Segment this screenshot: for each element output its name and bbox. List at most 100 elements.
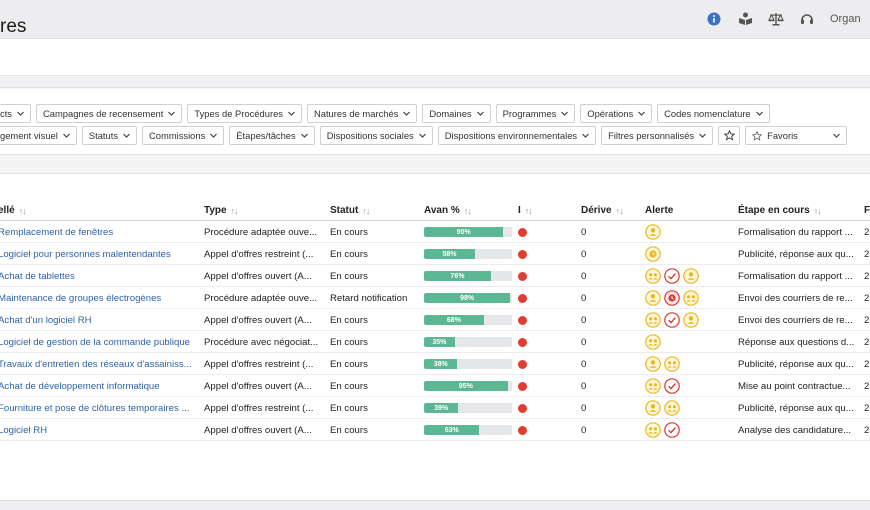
headset-icon[interactable] bbox=[799, 11, 815, 27]
chevron-down-icon bbox=[402, 109, 411, 118]
user-yellow-alert-icon[interactable] bbox=[645, 290, 661, 306]
progress-fill bbox=[424, 425, 480, 435]
procedure-link[interactable]: Maintenance de groupes électrogènes bbox=[0, 292, 162, 304]
group-yellow-alert-icon[interactable] bbox=[645, 378, 661, 394]
balance-scale-icon[interactable] bbox=[768, 11, 784, 27]
progress-fill bbox=[424, 403, 459, 413]
sort-icon[interactable]: ↑↓ bbox=[524, 205, 533, 216]
sort-icon[interactable]: ↑↓ bbox=[230, 205, 239, 216]
procedure-status: En cours bbox=[330, 380, 368, 392]
filter-objects[interactable]: cts bbox=[0, 104, 31, 123]
procedure-type: Appel d'offres restreint (... bbox=[204, 402, 314, 414]
group-yellow-alert-icon[interactable] bbox=[645, 312, 661, 328]
sort-icon[interactable]: ↑↓ bbox=[463, 205, 472, 216]
user-yellow-alert-icon[interactable] bbox=[645, 400, 661, 416]
col-header-type[interactable]: Type ↑↓ bbox=[204, 205, 239, 216]
filter-dispositions-environnementales[interactable]: Dispositions environnementales bbox=[437, 126, 597, 145]
table-row[interactable]: Achat de développement informatique Appel… bbox=[0, 375, 870, 397]
table-row[interactable]: Logiciel de gestion de la commande publi… bbox=[0, 331, 870, 353]
filter-campagnes[interactable]: Campagnes de recensement bbox=[35, 104, 183, 123]
procedure-link[interactable]: Achat d'un logiciel RH bbox=[0, 314, 92, 326]
sort-icon[interactable]: ↑↓ bbox=[813, 205, 822, 216]
table-row[interactable]: Achat d'un logiciel RH Appel d'offres ouv… bbox=[0, 309, 870, 331]
user-yellow-alert-icon[interactable] bbox=[683, 312, 699, 328]
procedure-link[interactable]: Achat de développement informatique bbox=[0, 380, 160, 392]
star-icon bbox=[752, 130, 763, 141]
chevron-down-icon bbox=[698, 131, 707, 140]
procedure-link[interactable]: Achat de tablettes bbox=[0, 270, 75, 282]
filter-programmes[interactable]: Programmes bbox=[495, 104, 576, 123]
procedure-link[interactable]: Logiciel RH bbox=[0, 424, 48, 436]
filter-types-procedures[interactable]: Types de Procédures bbox=[187, 104, 302, 123]
sort-icon[interactable]: ↑↓ bbox=[18, 205, 27, 216]
separator-band bbox=[0, 76, 870, 88]
col-header-derive[interactable]: Dérive ↑↓ bbox=[581, 205, 624, 216]
group-yellow-alert-icon[interactable] bbox=[664, 356, 680, 372]
check-red-alert-icon[interactable] bbox=[664, 312, 680, 328]
check-red-alert-icon[interactable] bbox=[664, 422, 680, 438]
filter-operations[interactable]: Opérations bbox=[580, 104, 653, 123]
filter-filtres-personnalises[interactable]: Filtres personnalisés bbox=[601, 126, 714, 145]
clock-yellow-alert-icon[interactable] bbox=[645, 246, 661, 262]
f-value: 2 bbox=[864, 402, 870, 414]
sort-icon[interactable]: ↑↓ bbox=[615, 205, 624, 216]
alert-icons bbox=[645, 397, 721, 419]
filter-statuts[interactable]: Statuts bbox=[81, 126, 138, 145]
table-row[interactable]: Fourniture et pose de clôtures temporair… bbox=[0, 397, 870, 419]
procedure-link[interactable]: Logiciel pour personnes malentendantes bbox=[0, 248, 171, 260]
col-header-statut[interactable]: Statut ↑↓ bbox=[330, 205, 370, 216]
col-header-avancement[interactable]: Avan % ↑↓ bbox=[424, 205, 472, 216]
filter-row-2: gement visuel Statuts Commissions Étapes… bbox=[0, 126, 852, 145]
favoris-dropdown[interactable]: Favoris bbox=[745, 126, 848, 145]
group-yellow-alert-icon[interactable] bbox=[645, 334, 661, 350]
top-bar: res Organ bbox=[0, 0, 870, 39]
table-row[interactable]: Travaux d'entretien des réseaux d'assain… bbox=[0, 353, 870, 375]
table-row[interactable]: Remplacement de fenêtres Procédure adapté… bbox=[0, 221, 870, 243]
organisation-menu[interactable]: Organ bbox=[830, 13, 861, 25]
info-icon[interactable] bbox=[706, 11, 722, 27]
indicator-cell bbox=[518, 375, 532, 397]
filter-jugement-visuel[interactable]: gement visuel bbox=[0, 126, 77, 145]
clock-red-alert-icon[interactable] bbox=[664, 290, 680, 306]
group-yellow-alert-icon[interactable] bbox=[645, 268, 661, 284]
table-row[interactable]: Achat de tablettes Appel d'offres ouvert … bbox=[0, 265, 870, 287]
favorite-star-button[interactable] bbox=[718, 126, 741, 145]
col-header-libelle[interactable]: ellé ↑↓ bbox=[0, 205, 27, 216]
group-yellow-alert-icon[interactable] bbox=[645, 422, 661, 438]
col-header-etape[interactable]: Étape en cours ↑↓ bbox=[738, 205, 822, 216]
col-header-f[interactable]: F bbox=[864, 205, 870, 216]
status-dot-icon bbox=[518, 315, 527, 325]
procedure-link[interactable]: Remplacement de fenêtres bbox=[0, 226, 114, 238]
table-row[interactable]: Maintenance de groupes électrogènes Procé… bbox=[0, 287, 870, 309]
filter-dispositions-sociales[interactable]: Dispositions sociales bbox=[319, 126, 433, 145]
filter-codes-nomenclature[interactable]: Codes nomenclature bbox=[657, 104, 770, 123]
procedure-link[interactable]: Fourniture et pose de clôtures temporair… bbox=[0, 402, 190, 414]
progress-fill bbox=[424, 227, 504, 237]
check-red-alert-icon[interactable] bbox=[664, 378, 680, 394]
book-reader-icon[interactable] bbox=[737, 11, 753, 27]
filter-etapes-taches[interactable]: Étapes/tâches bbox=[229, 126, 315, 145]
filter-domaines[interactable]: Domaines bbox=[422, 104, 491, 123]
status-dot-icon bbox=[518, 359, 527, 369]
filter-natures-marches[interactable]: Natures de marchés bbox=[306, 104, 418, 123]
current-step: Publicité, réponse aux qu... bbox=[738, 248, 854, 260]
group-yellow-alert-icon[interactable] bbox=[664, 400, 680, 416]
user-yellow-alert-icon[interactable] bbox=[645, 356, 661, 372]
procedure-link[interactable]: Travaux d'entretien des réseaux d'assain… bbox=[0, 358, 192, 370]
group-yellow-alert-icon[interactable] bbox=[683, 290, 699, 306]
col-header-indicateur[interactable]: I ↑↓ bbox=[518, 205, 533, 216]
progress-bar: 68% bbox=[424, 315, 512, 325]
table-row[interactable]: Logiciel RH Appel d'offres ouvert (A... En… bbox=[0, 419, 870, 441]
sort-icon[interactable]: ↑↓ bbox=[362, 205, 370, 216]
table-row[interactable]: Logiciel pour personnes malentendantes Ap… bbox=[0, 243, 870, 265]
progress-fill bbox=[424, 315, 484, 325]
f-value: 2 bbox=[864, 248, 870, 260]
procedure-link[interactable]: Logiciel de gestion de la commande publi… bbox=[0, 336, 191, 348]
user-yellow-alert-icon[interactable] bbox=[645, 224, 661, 240]
filter-commissions[interactable]: Commissions bbox=[142, 126, 225, 145]
procedure-status: En cours bbox=[330, 358, 368, 370]
chevron-down-icon bbox=[418, 131, 427, 140]
header-divider bbox=[0, 220, 870, 221]
check-red-alert-icon[interactable] bbox=[664, 268, 680, 284]
user-yellow-alert-icon[interactable] bbox=[683, 268, 699, 284]
